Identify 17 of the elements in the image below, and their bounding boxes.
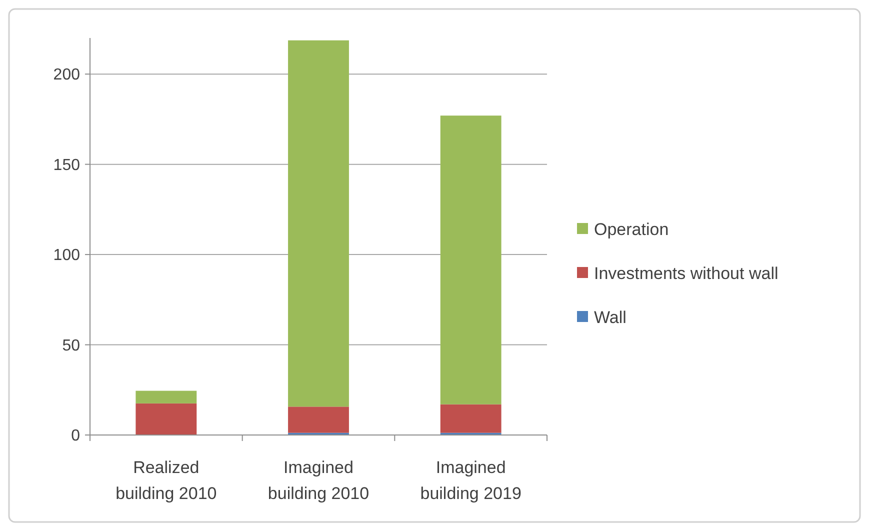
x-tick-label: Imagined building 2010 <box>268 458 370 503</box>
bar <box>440 404 502 433</box>
y-tick-label: 100 <box>53 247 80 264</box>
bar <box>136 403 197 435</box>
y-tick-label: 150 <box>53 156 80 174</box>
y-tick-label: 50 <box>62 337 80 354</box>
legend-label: Wall <box>594 308 626 327</box>
bar <box>136 390 197 404</box>
bar <box>288 406 349 433</box>
bar <box>288 40 349 407</box>
x-tick-label: Realized building 2010 <box>116 458 217 503</box>
bar <box>440 116 502 404</box>
legend-label: Investments without wall <box>594 264 778 283</box>
x-tick-label: Imagined building 2019 <box>420 458 522 503</box>
y-tick-label: 0 <box>71 428 80 445</box>
y-tick-label: 200 <box>53 66 80 84</box>
legend-label: Operation <box>594 220 669 239</box>
